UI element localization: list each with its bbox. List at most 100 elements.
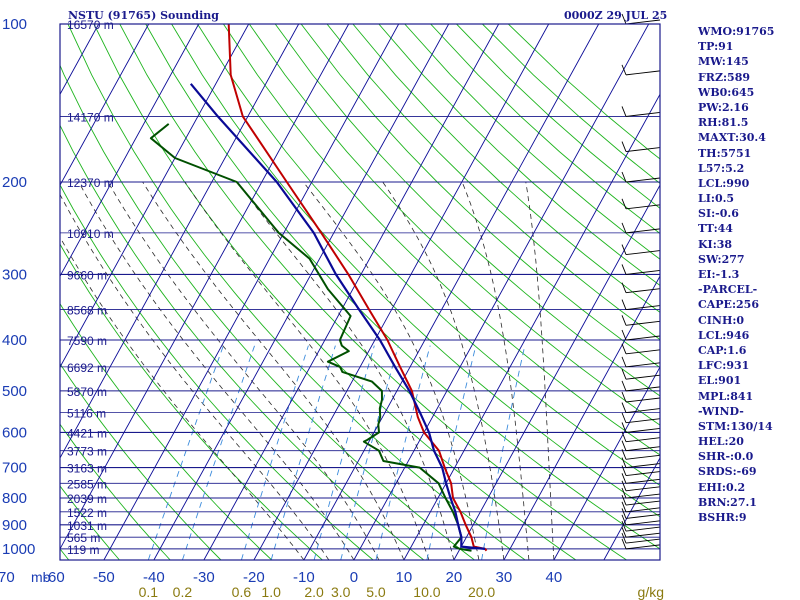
pressure-tick-label: 200 <box>2 174 27 191</box>
isotherm-line <box>153 24 450 560</box>
stat-item: BSHR:9 <box>698 511 747 524</box>
temperature-tick-label: -10 <box>293 569 315 586</box>
wind-barb-staff <box>625 250 661 256</box>
mixing-ratio-tick-label: 10.0 <box>413 584 440 600</box>
pressure-tick-label: 700 <box>2 460 27 477</box>
wind-barb-feather <box>621 412 627 423</box>
mixing-ratio-line <box>340 345 399 560</box>
wind-barb-feather <box>621 369 627 380</box>
wind-barb-staff <box>625 471 661 477</box>
height-label: 16570 m <box>67 18 114 32</box>
moist-adiabat-line <box>525 181 555 560</box>
isotherm-line <box>553 366 660 560</box>
isotherm-line <box>60 24 150 187</box>
mixing-ratio-line <box>481 345 526 560</box>
dry-adiabat-line <box>60 64 475 560</box>
wind-barb-feather <box>621 64 627 76</box>
wind-barb-staff <box>625 147 661 153</box>
stat-item: CAPE:256 <box>698 298 759 312</box>
height-label: 1031 m <box>67 519 107 533</box>
moist-adiabat-line <box>382 181 505 560</box>
moist-adiabat-line <box>303 181 480 560</box>
wind-barb-feather <box>621 422 627 433</box>
stat-item: CINH:0 <box>698 313 745 327</box>
wind-barb-staff <box>625 408 661 414</box>
wind-barb-staff <box>625 111 661 117</box>
temperature-tick-label: -60 <box>43 569 65 586</box>
isotherm-line <box>60 24 200 278</box>
mixing-ratio-unit-label: g/kg <box>638 584 664 600</box>
dry-adiabat-line <box>119 24 627 560</box>
wind-barb-staff <box>625 397 661 403</box>
wind-barb-feather <box>621 264 627 275</box>
dry-adiabat-line <box>60 183 374 560</box>
moist-adiabat-line <box>184 181 430 560</box>
stat-item: TP:91 <box>698 40 734 54</box>
wind-barb-staff <box>625 446 661 452</box>
dry-adiabat-line <box>67 24 526 560</box>
moist-adiabat-line <box>60 236 305 560</box>
stat-item: KI:38 <box>698 237 733 251</box>
dry-adiabat-line <box>378 24 660 286</box>
wind-barb-staff <box>625 19 661 25</box>
plot-frame <box>59 23 661 561</box>
mixing-ratio-line <box>181 345 256 560</box>
height-label: 10910 m <box>67 227 114 241</box>
mixing-ratio-line <box>426 345 477 560</box>
wind-barb-staff <box>625 478 661 484</box>
wind-barb-feather <box>621 494 627 506</box>
dry-adiabat-line <box>60 485 120 560</box>
isotherm-line <box>60 24 250 368</box>
moist-adiabat-line <box>78 181 355 560</box>
wind-barb-staff <box>625 362 661 368</box>
stat-item: EL:901 <box>698 374 742 388</box>
wind-barb-feather <box>621 508 627 519</box>
dry-adiabat-line <box>404 24 660 260</box>
stat-item: LCL:946 <box>698 328 750 342</box>
moist-adiabat-line <box>142 181 405 560</box>
stat-item: EI:-1.3 <box>698 268 740 281</box>
stat-item: -WIND- <box>698 404 744 418</box>
stat-item: HEL:20 <box>698 435 744 449</box>
isotherm-line <box>0 24 49 560</box>
temperature-tick-label: 0 <box>350 569 358 586</box>
mixing-ratio-tick-label: 0.6 <box>232 584 252 600</box>
wind-barb-staff <box>625 349 661 355</box>
chart-datetime: 0000Z 29 JUL 25 <box>564 9 668 22</box>
series-line-1 <box>149 123 472 552</box>
stat-item: MPL:841 <box>698 389 754 403</box>
stat-item: TH:5751 <box>698 146 752 160</box>
wind-barb-feather <box>621 141 627 152</box>
wind-barb-feather <box>621 473 627 484</box>
stat-item: CAP:1.6 <box>698 343 747 357</box>
wind-barb-feather <box>621 480 627 491</box>
wind-barbs <box>621 13 661 550</box>
temperature-tick-label: 20 <box>446 569 463 586</box>
moist-adiabat-line <box>60 193 330 560</box>
stat-item: WB0:645 <box>698 85 755 99</box>
isotherm-line <box>453 184 660 560</box>
temperature-tick-label: -70 <box>0 569 15 586</box>
mixing-ratio-tick-label: 5.0 <box>366 584 386 600</box>
stat-item: STM:130/14 <box>698 419 773 433</box>
wind-barb-staff <box>625 454 661 460</box>
dry-adiabat-line <box>223 24 660 456</box>
stat-item: SW:277 <box>698 252 745 266</box>
height-label: 5870 m <box>67 385 107 399</box>
temperature-tick-label: -40 <box>143 569 165 586</box>
temperature-tick-label: -20 <box>243 569 265 586</box>
mixing-ratio-tick-label: 2.0 <box>304 584 324 600</box>
wind-barb-feather <box>621 315 627 326</box>
moist-adiabat-line <box>237 181 455 560</box>
wind-barb-feather <box>621 465 627 476</box>
mixing-ratio-line <box>313 345 375 560</box>
dry-adiabat-line <box>60 548 70 560</box>
dry-adiabat-line <box>60 362 222 560</box>
wind-barb-staff <box>625 177 661 183</box>
wind-barb-staff <box>625 70 661 76</box>
wind-barb-staff <box>625 463 661 469</box>
isotherm-line <box>60 24 300 459</box>
wind-barb-feather <box>621 343 627 354</box>
mixing-ratio-line <box>240 345 309 560</box>
mixing-ratio-line <box>375 345 431 560</box>
